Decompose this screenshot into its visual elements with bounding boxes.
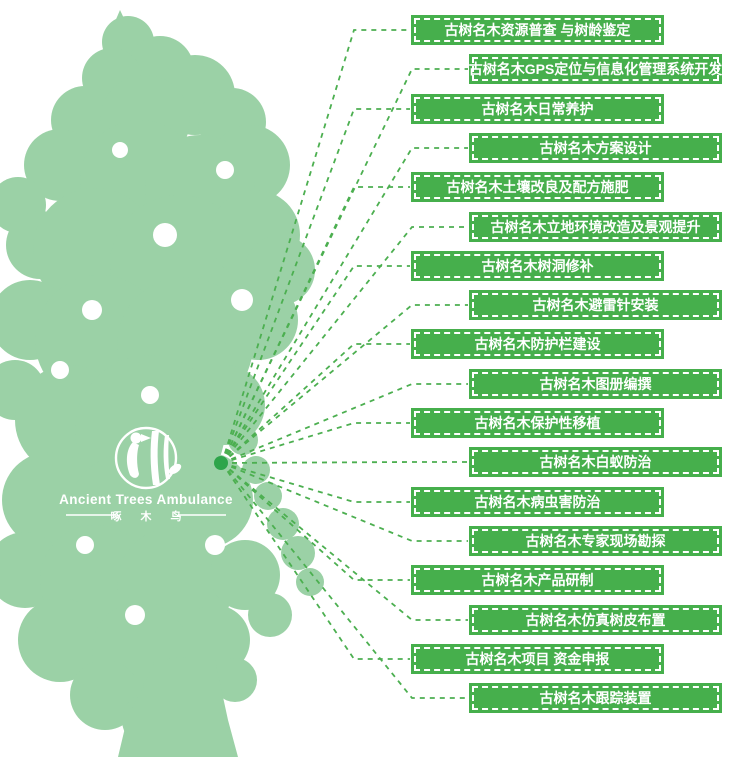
- service-box: 古树名木立地环境改造及景观提升: [469, 212, 722, 242]
- connector-line: [221, 462, 468, 699]
- service-box: 古树名木树洞修补: [411, 251, 664, 281]
- connector-line: [221, 108, 410, 464]
- service-label: 古树名木立地环境改造及景观提升: [490, 219, 701, 235]
- connector-line: [221, 147, 468, 464]
- connector-line: [221, 226, 468, 464]
- service-label: 古树名木方案设计: [539, 140, 652, 156]
- connector-line: [221, 462, 410, 503]
- service-label: 古树名木防护栏建设: [474, 336, 601, 352]
- service-label: 古树名木资源普查 与树龄鉴定: [444, 22, 631, 38]
- service-label: 古树名木病虫害防治: [474, 494, 601, 510]
- service-box: 古树名木图册编撰: [469, 369, 722, 399]
- connector-line: [221, 462, 410, 581]
- service-box: 古树名木方案设计: [469, 133, 722, 163]
- service-label: 古树名木日常养护: [481, 101, 594, 117]
- service-box: 古树名木白蚁防治: [469, 447, 722, 477]
- tree-canopy-gaps: [51, 142, 253, 625]
- service-box: 古树名木跟踪装置: [469, 683, 722, 713]
- service-box: 古树名木防护栏建设: [411, 329, 664, 359]
- service-box: 古树名木项目 资金申报: [411, 644, 664, 674]
- connector-lines-group: [221, 29, 468, 699]
- logo-ring: [114, 426, 178, 490]
- connector-line: [221, 265, 410, 464]
- service-label: 古树名木专家现场勘探: [525, 533, 666, 549]
- connector-line: [221, 462, 410, 660]
- service-label: 古树名木项目 资金申报: [465, 651, 610, 667]
- service-box: 古树名木仿真树皮布置: [469, 605, 722, 635]
- service-label: 古树名木图册编撰: [539, 376, 652, 392]
- connector-line: [221, 383, 468, 464]
- service-label: 古树名木树洞修补: [481, 258, 594, 274]
- connector-line: [221, 462, 468, 542]
- service-label: 古树名木土壤改良及配方施肥: [446, 179, 629, 195]
- service-box: 古树名木日常养护: [411, 94, 664, 124]
- hub-dot: [214, 456, 228, 470]
- service-box: 古树名木GPS定位与信息化管理系统开发: [469, 54, 722, 84]
- service-box: 古树名木病虫害防治: [411, 487, 664, 517]
- service-box: 古树名木资源普查 与树龄鉴定: [411, 15, 664, 45]
- service-label: 古树名木GPS定位与信息化管理系统开发: [468, 61, 723, 77]
- connector-line: [221, 29, 410, 464]
- woodpecker-logo-icon: [126, 431, 182, 485]
- logo-subtitle: 啄 木 鸟: [110, 509, 189, 523]
- ancient-trees-ambulance-logo: Ancient Trees Ambulance 啄 木 鸟: [59, 426, 233, 523]
- connector-line: [221, 461, 468, 464]
- service-label: 古树名木仿真树皮布置: [525, 612, 666, 628]
- service-box: 古树名木专家现场勘探: [469, 526, 722, 556]
- tree-canopy: [0, 10, 324, 757]
- service-box: 古树名木保护性移植: [411, 408, 664, 438]
- service-box: 古树名木避雷针安装: [469, 290, 722, 320]
- service-box: 古树名木产品研制: [411, 565, 664, 595]
- service-label: 古树名木跟踪装置: [539, 690, 652, 706]
- service-box: 古树名木土壤改良及配方施肥: [411, 172, 664, 202]
- service-label: 古树名木产品研制: [481, 572, 594, 588]
- connector-line: [221, 68, 468, 464]
- service-label: 古树名木白蚁防治: [539, 454, 652, 470]
- logo-title: Ancient Trees Ambulance: [59, 492, 233, 507]
- service-label: 古树名木避雷针安装: [532, 297, 659, 313]
- service-label: 古树名木保护性移植: [474, 415, 601, 431]
- connector-line: [221, 462, 468, 621]
- connector-line: [221, 304, 468, 464]
- connector-line: [221, 186, 410, 464]
